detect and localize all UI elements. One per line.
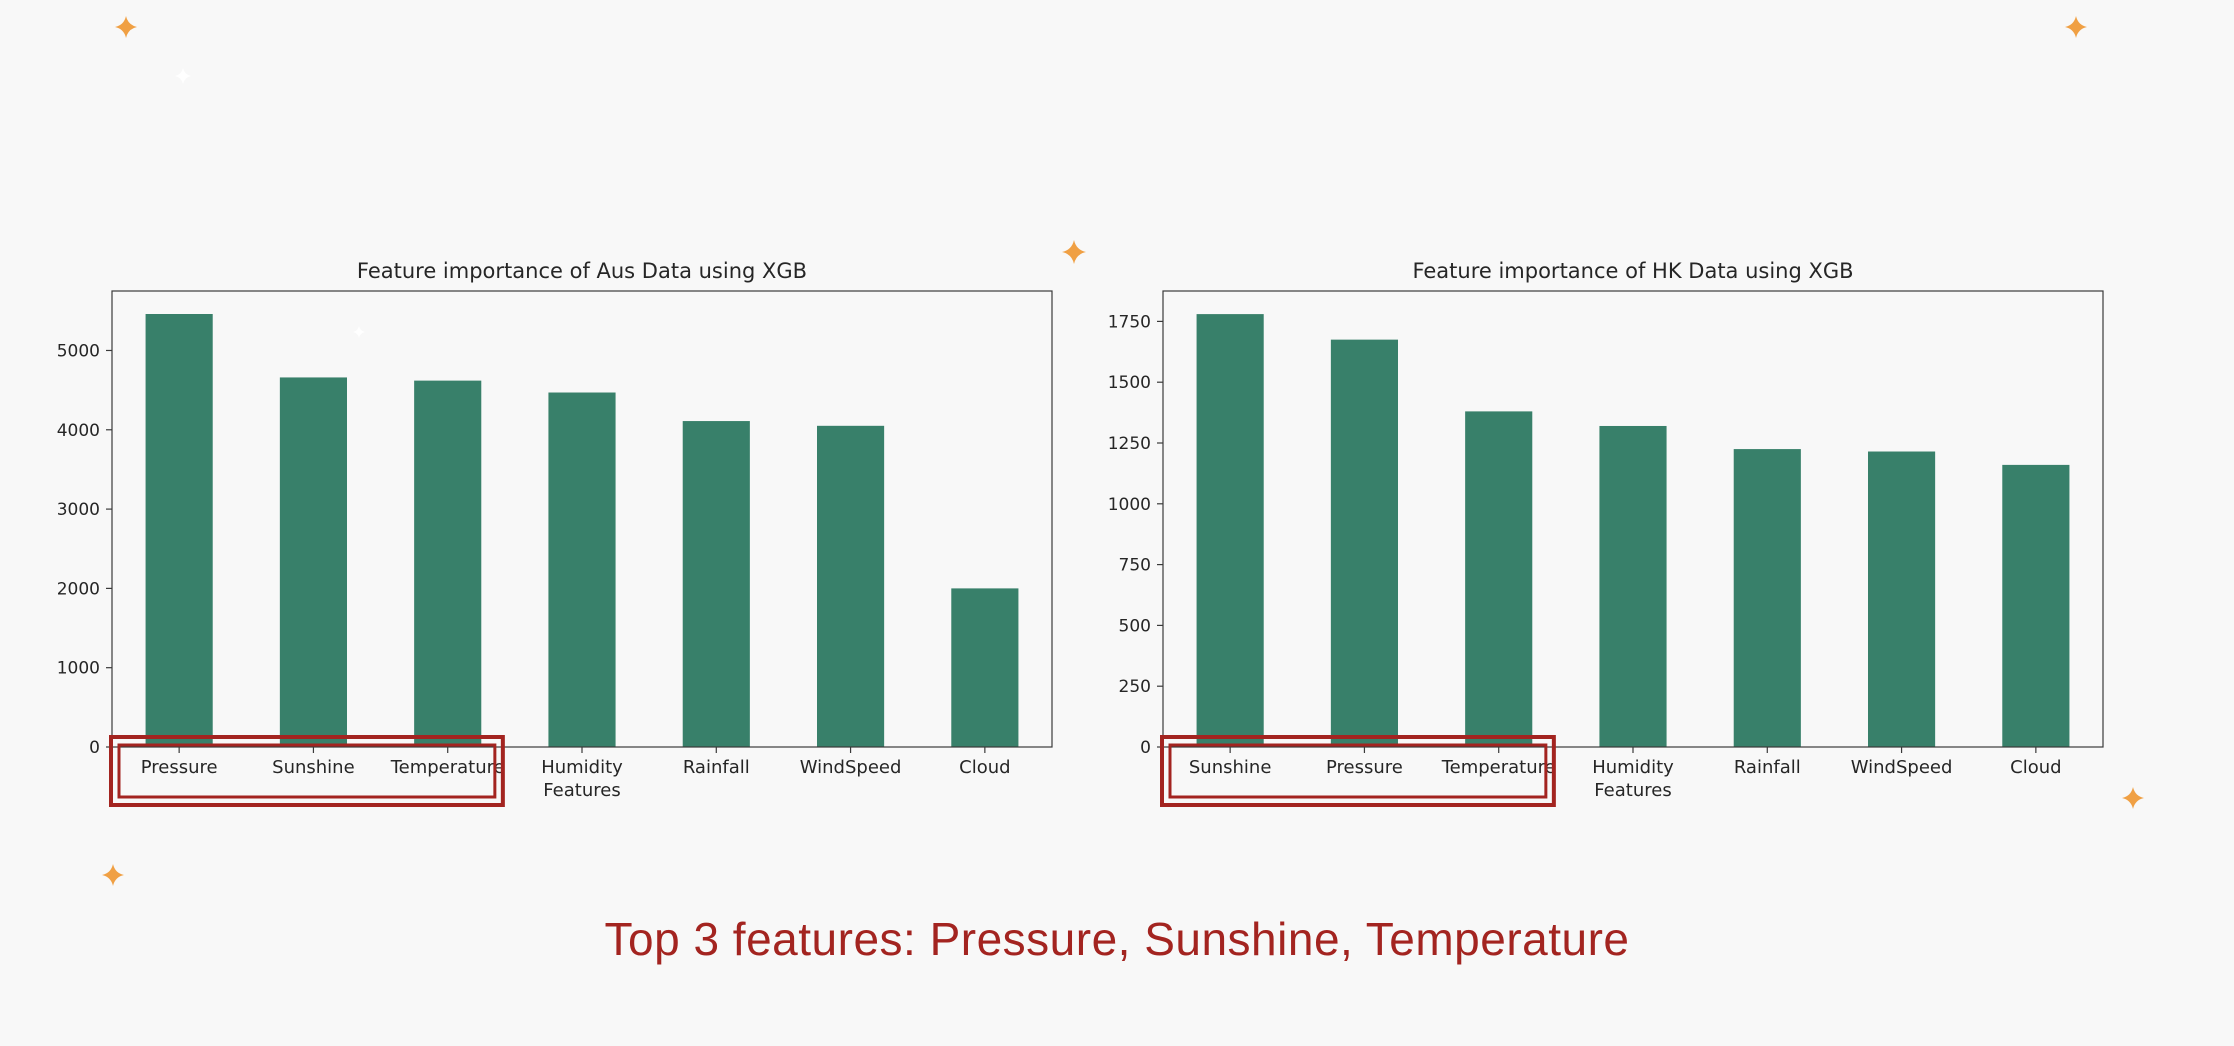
- bar-pressure: [145, 313, 213, 747]
- x-tick-label-windspeed: WindSpeed: [1851, 757, 1953, 778]
- x-axis-label: Features: [543, 780, 620, 801]
- sparkle-icon: [102, 864, 124, 886]
- y-tick-label: 1000: [57, 659, 100, 679]
- highlight-box-inner: [117, 743, 497, 799]
- bar-humidity: [1599, 425, 1667, 747]
- bar-temperature: [1465, 411, 1533, 747]
- slide-caption: Top 3 features: Pressure, Sunshine, Temp…: [604, 913, 1630, 965]
- bar-pressure: [1330, 339, 1398, 747]
- x-tick-label-pressure: Pressure: [1326, 757, 1403, 778]
- y-tick-label: 1500: [1108, 373, 1151, 393]
- bar-cloud: [951, 588, 1019, 747]
- x-tick-label-pressure: Pressure: [141, 757, 218, 778]
- highlight-box-outer: [109, 735, 505, 807]
- x-tick-label-temperature: Temperature: [1441, 757, 1556, 778]
- sparkle-decorations: [102, 16, 2144, 886]
- chart-hk: Feature importance of HK Data using XGB 0…: [1108, 259, 2104, 807]
- y-tick-label: 250: [1119, 677, 1151, 697]
- y-tick-label: 5000: [57, 341, 100, 361]
- y-tick-label: 1750: [1108, 312, 1151, 332]
- highlight-box-outer: [1160, 735, 1556, 807]
- x-tick-label-rainfall: Rainfall: [1734, 757, 1801, 778]
- sparkle-icon: [115, 16, 137, 38]
- y-tick-label: 3000: [57, 500, 100, 520]
- bar-cloud: [2002, 464, 2070, 747]
- bar-sunshine: [279, 377, 347, 747]
- x-tick-label-rainfall: Rainfall: [683, 757, 750, 778]
- bar-windspeed: [817, 425, 885, 747]
- y-tick-label: 4000: [57, 421, 100, 441]
- bar-humidity: [548, 392, 616, 747]
- sparkle-icon: [1062, 240, 1086, 264]
- chart-title: Feature importance of HK Data using XGB: [1412, 259, 1853, 283]
- highlight-box-inner: [1168, 743, 1548, 799]
- x-tick-label-windspeed: WindSpeed: [800, 757, 902, 778]
- chart-title: Feature importance of Aus Data using XGB: [357, 259, 807, 283]
- y-tick-label: 0: [1140, 738, 1151, 758]
- sparkle-icon: [353, 326, 365, 338]
- y-tick-label: 0: [89, 738, 100, 758]
- x-tick-label-cloud: Cloud: [959, 757, 1010, 778]
- bar-rainfall: [682, 421, 750, 747]
- y-tick-label: 1250: [1108, 434, 1151, 454]
- bar-windspeed: [1868, 451, 1936, 747]
- x-tick-label-sunshine: Sunshine: [272, 757, 355, 778]
- sparkle-icon: [2122, 787, 2144, 809]
- sparkle-icon: [175, 68, 191, 84]
- y-tick-label: 750: [1119, 556, 1151, 576]
- x-tick-label-temperature: Temperature: [390, 757, 505, 778]
- bar-sunshine: [1196, 314, 1264, 747]
- x-tick-label-sunshine: Sunshine: [1189, 757, 1272, 778]
- bar-rainfall: [1733, 449, 1801, 747]
- y-tick-label: 500: [1119, 616, 1151, 636]
- bar-temperature: [414, 380, 482, 747]
- x-tick-label-humidity: Humidity: [1592, 757, 1674, 778]
- x-tick-label-humidity: Humidity: [541, 757, 623, 778]
- x-axis-label: Features: [1594, 780, 1671, 801]
- x-tick-label-cloud: Cloud: [2010, 757, 2061, 778]
- chart-aus: Feature importance of Aus Data using XGB…: [57, 259, 1053, 807]
- y-tick-label: 1000: [1108, 495, 1151, 515]
- sparkle-icon: [2065, 16, 2087, 38]
- y-tick-label: 2000: [57, 579, 100, 599]
